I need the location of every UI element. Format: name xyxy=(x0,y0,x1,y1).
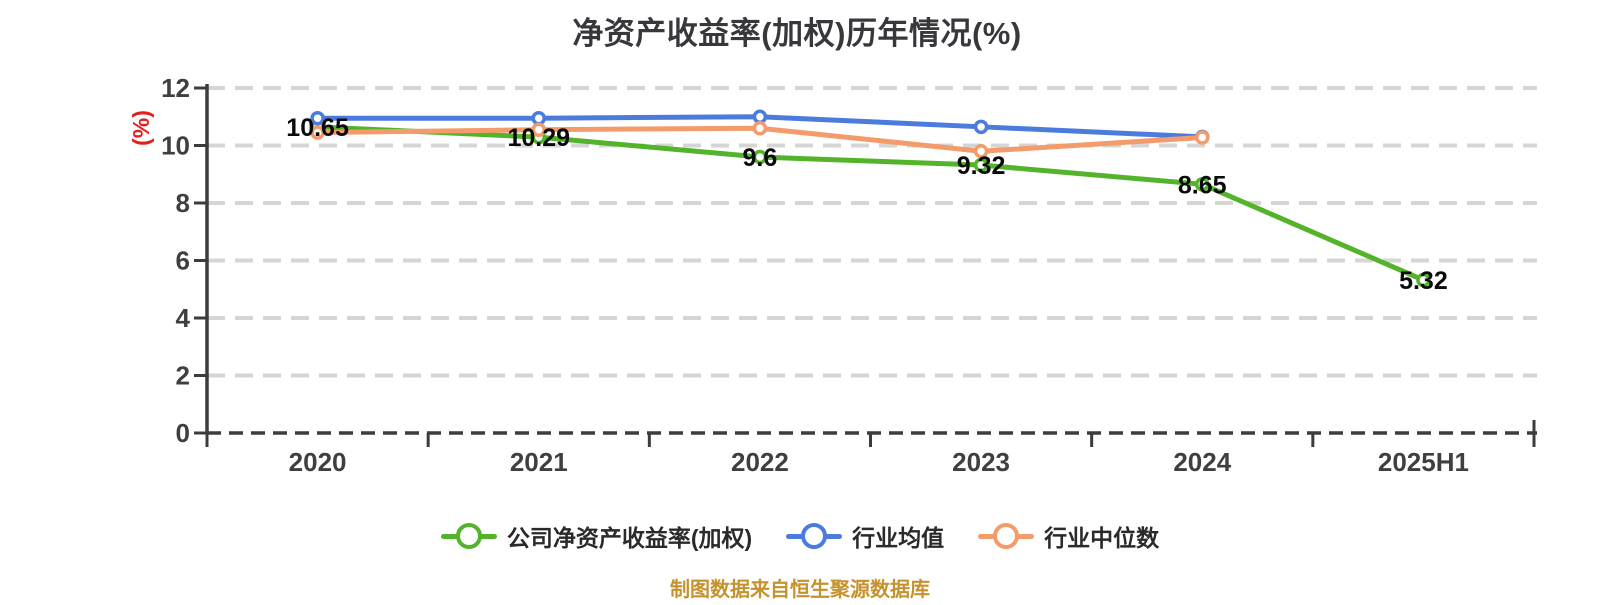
series-point-markers xyxy=(310,109,1431,288)
data-point-marker xyxy=(973,157,989,173)
legend-item-industry-median[interactable]: 行业中位数 xyxy=(978,519,1159,553)
data-point-marker xyxy=(1195,177,1210,192)
data-point-value-label: 10.65 xyxy=(286,114,349,142)
data-point-marker xyxy=(310,110,325,126)
legend-label-company-roe: 公司净资产收益率(加权) xyxy=(506,525,753,551)
y-tick-label: 8 xyxy=(176,188,190,218)
y-tick-label: 0 xyxy=(176,418,190,448)
data-point-marker xyxy=(531,110,546,126)
chart-title: 净资产收益率(加权)历年情况(%) xyxy=(572,16,1022,51)
data-point-marker xyxy=(752,149,768,165)
x-tick-label: 2025H1 xyxy=(1378,447,1469,477)
axes xyxy=(194,84,1537,447)
legend-item-company-roe[interactable]: 公司净资产收益率(加权) xyxy=(440,519,753,553)
y-tick-label: 2 xyxy=(176,361,190,391)
data-point-value-label: 8.65 xyxy=(1178,171,1227,199)
x-tick-label: 2023 xyxy=(952,447,1010,477)
gridlines xyxy=(207,86,1537,378)
y-tick-label: 4 xyxy=(176,303,191,333)
x-tick-label: 2021 xyxy=(510,447,568,477)
data-point-labels: 10.65 10.29 9.6 9.32 8.65 5.32 xyxy=(286,114,1447,295)
industry-median-series-marker-icon xyxy=(978,522,1035,550)
data-point-value-label: 5.32 xyxy=(1399,267,1448,295)
industry-mean-series-marker-icon xyxy=(786,522,843,550)
legend-label-industry-mean: 行业均值 xyxy=(852,525,945,551)
data-point-value-label: 9.6 xyxy=(743,144,778,172)
legend-item-industry-mean[interactable]: 行业均值 xyxy=(786,519,944,553)
data-point-marker xyxy=(1195,130,1210,145)
data-point-marker xyxy=(1416,272,1431,288)
company-roe-series-marker-icon xyxy=(440,522,497,550)
legend-label-industry-median: 行业中位数 xyxy=(1044,525,1160,551)
y-axis-unit-label: (%) xyxy=(128,110,154,146)
x-tick-label: 2020 xyxy=(289,447,347,477)
data-point-marker xyxy=(310,125,325,140)
y-tick-label: 12 xyxy=(161,73,190,103)
y-tick-label: 6 xyxy=(176,246,190,276)
data-point-marker xyxy=(973,144,989,159)
x-tick-label: 2022 xyxy=(731,447,789,477)
data-point-value-label: 10.29 xyxy=(507,124,570,152)
x-tick-label: 2024 xyxy=(1173,447,1231,477)
axis-tick-labels: 0 2 4 6 8 10 12 2020 2021 2022 2023 2024 2025H1 xyxy=(161,73,1469,477)
data-point-marker xyxy=(752,121,768,136)
data-source-note: 制图数据来自恒生聚源数据库 xyxy=(670,579,930,601)
legend: 公司净资产收益率(加权) 行业均值 行业中位数 xyxy=(0,518,1600,554)
data-point-marker xyxy=(752,109,768,124)
data-point-value-label: 9.32 xyxy=(957,152,1006,180)
data-point-marker xyxy=(531,122,546,137)
y-tick-label: 10 xyxy=(161,131,190,161)
series-lines xyxy=(315,114,1426,283)
data-point-marker xyxy=(973,119,989,135)
